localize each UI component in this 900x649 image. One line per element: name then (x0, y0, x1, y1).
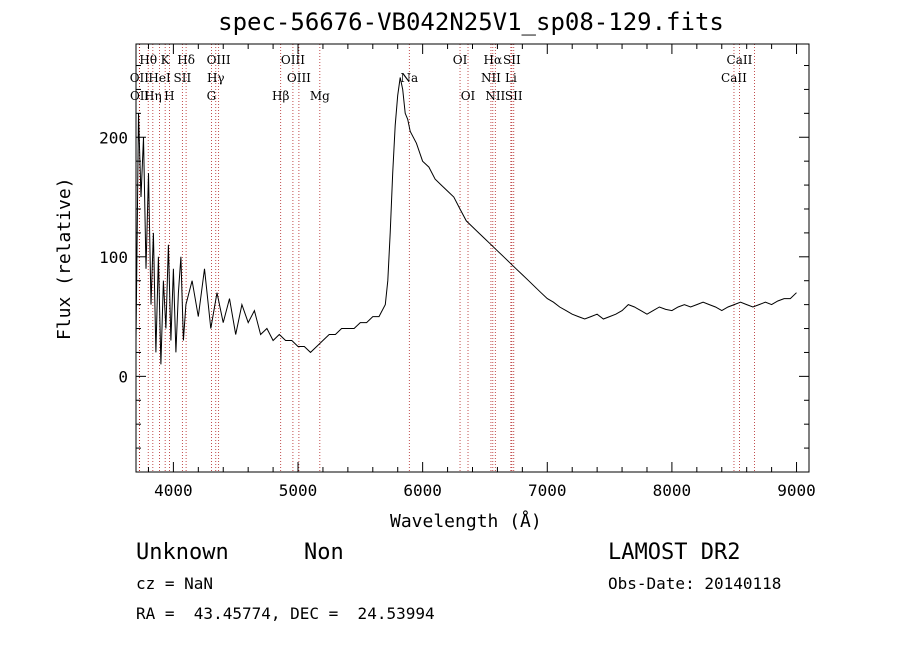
spectral-line-label: OIII (281, 53, 305, 67)
spectral-line-label: NII (481, 71, 501, 85)
spectral-line-label: K (161, 53, 171, 67)
spectrum-line (135, 77, 797, 365)
plot-frame (135, 43, 810, 473)
spectral-line-label: OII (130, 89, 150, 103)
y-tick-label: 200 (99, 128, 128, 147)
spectral-line-label: Hβ (272, 89, 289, 103)
spectral-line-label: OI (453, 53, 468, 67)
spectral-line-label: SII (503, 53, 521, 67)
spectral-line-label: OI (461, 89, 476, 103)
spectral-line-label: CaII (741, 0, 767, 3)
x-tick-label: 8000 (653, 481, 692, 500)
x-axis-label: Wavelength (Å) (390, 511, 542, 532)
object-class: Unknown (136, 540, 229, 565)
chart-title: spec-56676-VB042N25V1_sp08-129.fits (218, 8, 724, 36)
spectral-line-label: SII (174, 71, 192, 85)
spectral-line-label: OIII (207, 53, 231, 67)
spectral-line-label: CaII (721, 71, 747, 85)
spectral-line-label: CaII (727, 53, 753, 67)
object-subclass: Non (304, 540, 344, 565)
spectral-line-label: Li (505, 71, 517, 85)
x-tick-label: 5000 (279, 481, 318, 500)
spectral-line-label: Hα (484, 53, 503, 67)
spectral-line-label: SII (505, 89, 523, 103)
spectral-line-label: Mg (310, 89, 330, 103)
y-tick-label: 100 (99, 248, 128, 267)
spectral-line-markers (138, 44, 755, 472)
spectral-line-label: Na (400, 71, 418, 85)
spectral-line-label: Hγ (207, 71, 225, 85)
spectral-line-label: G (207, 89, 217, 103)
axes-ticks: 4000 5000 6000 7000 8000 9000 0 100 200 (99, 44, 816, 500)
x-tick-label: 9000 (777, 481, 816, 500)
observation-date: Obs-Date: 20140118 (608, 574, 782, 593)
x-tick-label: 6000 (403, 481, 442, 500)
spectral-line-label: NII (485, 89, 505, 103)
spectral-line-label: Hδ (177, 53, 195, 67)
x-tick-label: 4000 (154, 481, 193, 500)
x-tick-label: 7000 (528, 481, 567, 500)
survey-name: LAMOST DR2 (608, 540, 741, 565)
spectral-line-label: Hη (144, 89, 162, 103)
spectral-line-label: OIII (287, 71, 311, 85)
ra-dec: RA = 43.45774, DEC = 24.53994 (136, 604, 435, 623)
spectral-line-label: OII (130, 71, 150, 85)
redshift-cz: cz = NaN (136, 574, 214, 593)
spectral-line-label: H (164, 89, 174, 103)
y-tick-label: 0 (118, 367, 128, 386)
spectral-line-label: Hθ (139, 53, 157, 67)
y-axis-label: Flux (relative) (54, 177, 75, 340)
spectral-line-label: HeI (148, 71, 171, 85)
